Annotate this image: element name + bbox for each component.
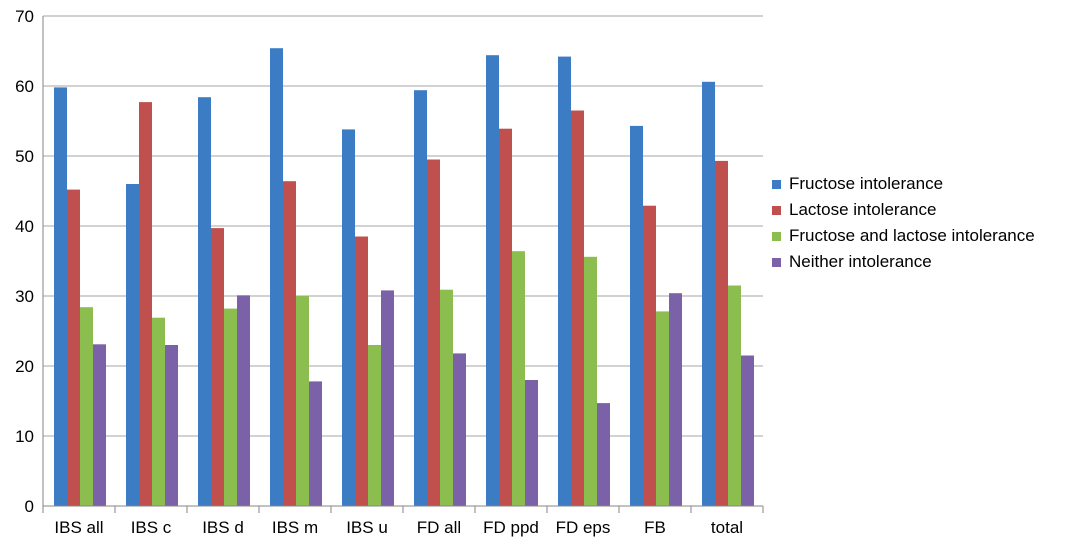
bar (512, 251, 525, 506)
bar (702, 82, 715, 506)
x-tick-label: FD ppd (483, 518, 539, 537)
bar (427, 160, 440, 507)
legend-swatch (772, 258, 781, 267)
bar (368, 345, 381, 506)
bar (525, 380, 538, 506)
bar (126, 184, 139, 506)
bar (342, 129, 355, 506)
bar (630, 126, 643, 506)
bar (741, 356, 754, 507)
y-tick-label: 20 (15, 357, 34, 376)
y-tick-label: 60 (15, 77, 34, 96)
bar (453, 353, 466, 506)
bar (414, 90, 427, 506)
bar (309, 381, 322, 506)
bar (80, 307, 93, 506)
x-tick-label: IBS u (346, 518, 388, 537)
bar (571, 111, 584, 507)
bar (440, 290, 453, 506)
legend-item: Fructose intolerance (772, 171, 1035, 197)
y-axis-tick-labels: 0 10 20 30 40 50 60 70 (15, 7, 34, 516)
bar (93, 344, 106, 506)
legend-label: Lactose intolerance (789, 200, 936, 220)
bar (643, 206, 656, 506)
bar (355, 237, 368, 507)
bar (283, 181, 296, 506)
y-tick-label: 70 (15, 7, 34, 26)
bar (296, 296, 309, 506)
chart-legend: Fructose intolerance Lactose intolerance F… (772, 171, 1035, 275)
bar (224, 309, 237, 506)
legend-label: Fructose intolerance (789, 174, 943, 194)
legend-item: Fructose and lactose intolerance (772, 223, 1035, 249)
bar (656, 311, 669, 506)
legend-label: Fructose and lactose intolerance (789, 226, 1035, 246)
bar (597, 403, 610, 506)
bar (584, 257, 597, 506)
x-tick-label: FD all (417, 518, 461, 537)
bar (67, 190, 80, 506)
bar (211, 228, 224, 506)
y-tick-label: 10 (15, 427, 34, 446)
legend-item: Neither intolerance (772, 249, 1035, 275)
bar-marks (54, 48, 754, 506)
bar (198, 97, 211, 506)
x-axis-tick-labels: IBS all IBS c IBS d IBS m IBS u FD all FD ppd F… (54, 518, 743, 537)
bar (139, 102, 152, 506)
bar (728, 286, 741, 507)
bar (54, 87, 67, 506)
bar (152, 318, 165, 506)
x-tick-label: total (711, 518, 743, 537)
legend-swatch (772, 232, 781, 241)
bar (669, 293, 682, 506)
bar (715, 161, 728, 506)
x-tick-label: FD eps (556, 518, 611, 537)
x-tick-label: IBS d (202, 518, 244, 537)
y-tick-label: 0 (25, 497, 34, 516)
y-tick-label: 30 (15, 287, 34, 306)
x-tick-label: IBS m (272, 518, 318, 537)
x-tick-label: IBS all (54, 518, 103, 537)
bar (486, 55, 499, 506)
legend-swatch (772, 206, 781, 215)
bar (165, 345, 178, 506)
legend-label: Neither intolerance (789, 252, 932, 272)
legend-item: Lactose intolerance (772, 197, 1035, 223)
bar (270, 48, 283, 506)
x-tick-label: FB (644, 518, 666, 537)
bar (237, 295, 250, 506)
bar (381, 290, 394, 506)
x-tick-label: IBS c (131, 518, 172, 537)
bar (558, 57, 571, 506)
y-tick-label: 50 (15, 147, 34, 166)
bar (499, 129, 512, 506)
y-tick-label: 40 (15, 217, 34, 236)
legend-swatch (772, 180, 781, 189)
